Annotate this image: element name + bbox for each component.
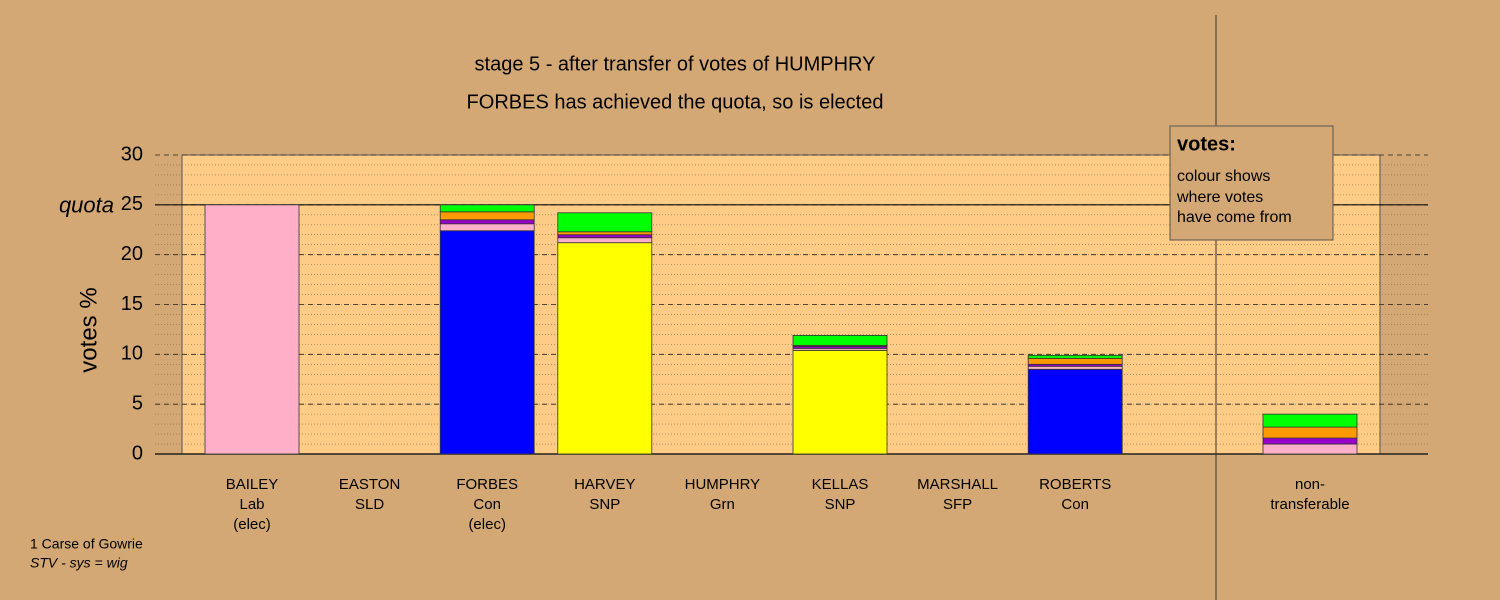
legend-text: where votes [1176, 189, 1263, 206]
y-tick-label: 0 [132, 442, 143, 464]
x-tick-label: Con [1061, 496, 1089, 513]
chart-title: stage 5 - after transfer of votes of HUM… [475, 53, 876, 75]
chart-subtitle: FORBES has achieved the quota, so is ele… [467, 91, 884, 113]
x-tick-label: HUMPHRY [685, 476, 761, 493]
bar-segment [1262, 426, 1358, 439]
x-tick-label: (elec) [468, 516, 506, 533]
x-tick-label: SFP [943, 496, 972, 513]
y-tick-label: 5 [132, 392, 143, 414]
footer: 1 Carse of Gowrie [30, 536, 143, 552]
bars [204, 204, 1358, 455]
x-tick-label: KELLAS [812, 476, 869, 493]
bar-segment [439, 204, 535, 213]
x-tick-label: ROBERTS [1039, 476, 1111, 493]
y-axis-label: votes % [75, 287, 102, 372]
bar-segment [792, 349, 888, 455]
bar-segment [1027, 368, 1123, 455]
x-tick-label: transferable [1270, 496, 1349, 513]
bar-segment [439, 223, 535, 232]
x-tick-label: non- [1295, 476, 1325, 493]
bar-segment [557, 231, 653, 236]
legend-title: votes: [1177, 133, 1236, 155]
y-tick-label: 20 [121, 243, 143, 265]
x-tick-label: SLD [355, 496, 384, 513]
y-tick-label: 30 [121, 143, 143, 165]
bar-segment [792, 334, 888, 346]
x-tick-label: HARVEY [574, 476, 635, 493]
quota-label: quota [59, 193, 114, 218]
legend-text: colour shows [1177, 168, 1270, 185]
footer: STV - sys = wig [30, 555, 128, 571]
bar-segment [557, 212, 653, 233]
y-tick-label: 10 [121, 343, 143, 365]
y-tick-label: 25 [121, 193, 143, 215]
bar-segment [1262, 437, 1358, 445]
x-tick-label: SNP [825, 496, 856, 513]
x-tick-label: BAILEY [226, 476, 279, 493]
bar-segment [439, 211, 535, 221]
y-tick-label: 15 [121, 293, 143, 315]
x-tick-label: (elec) [233, 516, 271, 533]
bar-segment [1027, 357, 1123, 365]
x-tick-label: MARSHALL [917, 476, 998, 493]
legend-box [1169, 125, 1334, 241]
x-tick-label: EASTON [339, 476, 400, 493]
bar-segment [557, 242, 653, 455]
bar-segment [557, 237, 653, 244]
bar-segment [1027, 365, 1123, 370]
bar-segment [439, 230, 535, 455]
grid [155, 154, 1428, 455]
x-tick-label: Grn [710, 496, 735, 513]
x-tick-label: SNP [589, 496, 620, 513]
bar-segment [439, 219, 535, 225]
bar-segment [204, 204, 300, 455]
bar-segment [1262, 413, 1358, 428]
bar-segment [1027, 354, 1123, 359]
x-tick-label: FORBES [456, 476, 518, 493]
x-tick-label: Con [473, 496, 501, 513]
legend-text: have come from [1177, 209, 1292, 226]
bar-segment [557, 234, 653, 239]
x-tick-label: Lab [239, 496, 264, 513]
bar-segment [1262, 443, 1358, 455]
